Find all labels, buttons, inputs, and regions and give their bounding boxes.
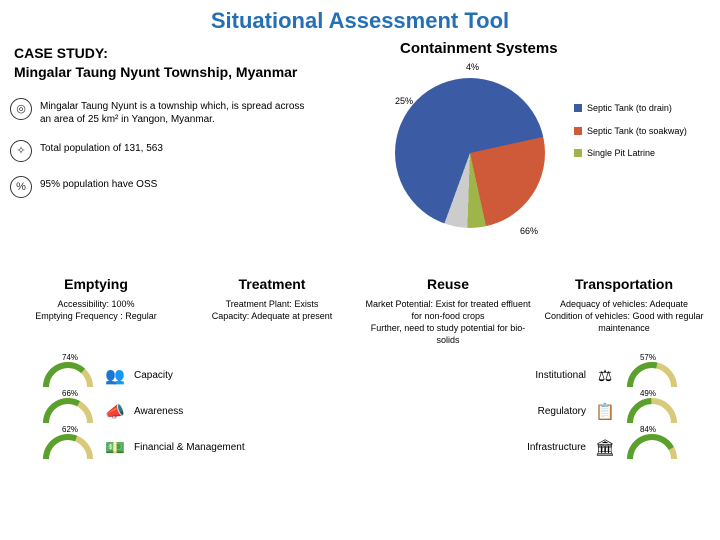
chart-title: Containment Systems [400, 40, 558, 57]
gauge-row: 57% ⚖ Institutional [380, 361, 680, 391]
bullet-icon: ◎ [10, 98, 32, 120]
gauge: 74% [40, 361, 96, 391]
column-body: Treatment Plant: ExistsCapacity: Adequat… [187, 298, 357, 322]
pie-chart [395, 78, 545, 228]
gauges-left: 74% 👥 Capacity 66% 📣 Awareness 62% 💵 Fin… [40, 361, 340, 469]
info-column: Transportation Adequacy of vehicles: Ade… [539, 276, 709, 347]
gauges-region: 74% 👥 Capacity 66% 📣 Awareness 62% 💵 Fin… [0, 355, 720, 469]
bullet-text: 95% population have OSS [40, 176, 157, 191]
gauge-pct: 49% [640, 389, 656, 398]
gauge-row: 66% 📣 Awareness [40, 397, 340, 427]
column-title: Transportation [539, 276, 709, 292]
pie-label-b: 25% [395, 96, 413, 106]
column-title: Treatment [187, 276, 357, 292]
gauge: 49% [624, 397, 680, 427]
gauge: 66% [40, 397, 96, 427]
info-column: Reuse Market Potential: Exist for treate… [363, 276, 533, 347]
bullet-item: ✧ Total population of 131, 563 [10, 140, 310, 162]
column-body: Adequacy of vehicles: AdequateCondition … [539, 298, 709, 334]
bullet-icon: ✧ [10, 140, 32, 162]
pie-label-c: 4% [466, 62, 479, 72]
case-study-subheading: Mingalar Taung Nyunt Township, Myanmar [14, 63, 297, 82]
gauge-pct: 84% [640, 425, 656, 434]
legend-swatch [574, 104, 582, 112]
info-column: Emptying Accessibility: 100%Emptying Fre… [11, 276, 181, 347]
gauge-arc [624, 397, 680, 427]
legend-label: Septic Tank (to drain) [587, 102, 672, 115]
gauge-arc [40, 397, 96, 427]
bullet-list: ◎ Mingalar Taung Nyunt is a township whi… [10, 98, 310, 212]
gauge-label: Capacity [134, 370, 340, 381]
bullet-text: Mingalar Taung Nyunt is a township which… [40, 98, 310, 126]
gauge-arc [624, 433, 680, 463]
legend-swatch [574, 127, 582, 135]
gauge-label: Financial & Management [134, 442, 340, 453]
gauges-right: 57% ⚖ Institutional 49% 📋 Regulatory 84%… [380, 361, 680, 469]
gauge-icon: 🏛 [592, 435, 618, 461]
legend-item: Septic Tank (to drain) [574, 102, 687, 115]
legend-label: Septic Tank (to soakway) [587, 125, 687, 138]
gauge-row: 74% 👥 Capacity [40, 361, 340, 391]
bullet-icon: % [10, 176, 32, 198]
gauge-icon: ⚖ [592, 363, 618, 389]
gauge-label: Institutional [380, 370, 586, 381]
gauge-row: 62% 💵 Financial & Management [40, 433, 340, 463]
info-column: Treatment Treatment Plant: ExistsCapacit… [187, 276, 357, 347]
gauge: 62% [40, 433, 96, 463]
gauge-pct: 57% [640, 353, 656, 362]
legend-item: Single Pit Latrine [574, 147, 687, 160]
gauge-pct: 74% [62, 353, 78, 362]
gauge-icon: 📋 [592, 399, 618, 425]
gauge-label: Infrastructure [380, 442, 586, 453]
pie-label-a: 66% [520, 226, 538, 236]
legend-label: Single Pit Latrine [587, 147, 655, 160]
bullet-item: ◎ Mingalar Taung Nyunt is a township whi… [10, 98, 310, 126]
pie-legend: Septic Tank (to drain) Septic Tank (to s… [574, 102, 687, 170]
gauge: 84% [624, 433, 680, 463]
bullet-text: Total population of 131, 563 [40, 140, 163, 155]
page-title: Situational Assessment Tool [0, 0, 720, 38]
column-title: Emptying [11, 276, 181, 292]
column-title: Reuse [363, 276, 533, 292]
gauge-icon: 📣 [102, 399, 128, 425]
gauge: 57% [624, 361, 680, 391]
column-body: Market Potential: Exist for treated effl… [363, 298, 533, 347]
gauge-icon: 👥 [102, 363, 128, 389]
gauge-arc [40, 361, 96, 391]
gauge-icon: 💵 [102, 435, 128, 461]
legend-swatch [574, 149, 582, 157]
gauge-pct: 66% [62, 389, 78, 398]
gauge-pct: 62% [62, 425, 78, 434]
column-body: Accessibility: 100%Emptying Frequency : … [11, 298, 181, 322]
gauge-row: 84% 🏛 Infrastructure [380, 433, 680, 463]
bullet-item: % 95% population have OSS [10, 176, 310, 198]
gauge-arc [40, 433, 96, 463]
gauge-row: 49% 📋 Regulatory [380, 397, 680, 427]
gauge-arc [624, 361, 680, 391]
gauge-label: Regulatory [380, 406, 586, 417]
columns-row: Emptying Accessibility: 100%Emptying Fre… [0, 276, 720, 347]
gauge-label: Awareness [134, 406, 340, 417]
legend-item: Septic Tank (to soakway) [574, 125, 687, 138]
case-study-label: CASE STUDY: [14, 44, 297, 63]
case-study-heading: CASE STUDY: Mingalar Taung Nyunt Townshi… [14, 44, 297, 82]
